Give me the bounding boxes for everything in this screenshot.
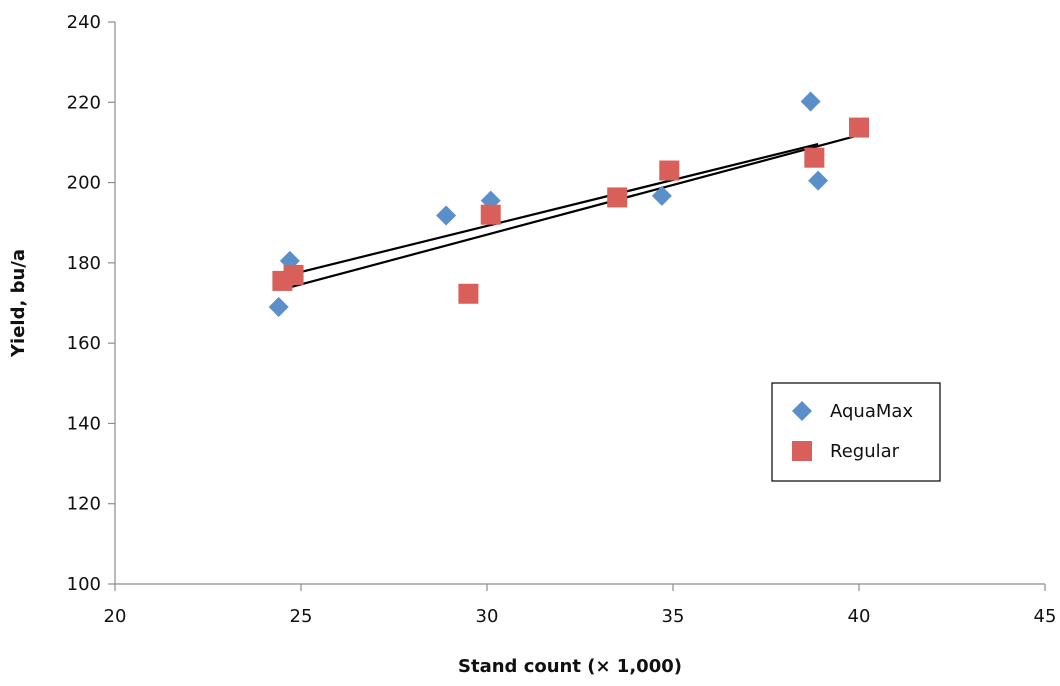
x-tick-label: 20: [104, 606, 127, 627]
legend-regular-marker: [792, 441, 812, 461]
trendlines: [282, 134, 860, 291]
legend-box: [771, 382, 941, 482]
x-axis-title: Stand count (× 1,000): [458, 656, 682, 677]
legend-aquamax-marker: [792, 401, 812, 421]
x-tick-label: 35: [662, 606, 685, 627]
aquamax-point: [436, 205, 457, 226]
regular-point: [458, 283, 479, 304]
y-tick-label: 100: [67, 574, 101, 595]
regular-point: [480, 204, 501, 225]
regular-point: [607, 187, 628, 208]
aquamax-point: [268, 297, 289, 318]
y-tick-label: 240: [67, 12, 101, 33]
regular-point: [283, 264, 304, 285]
y-tick-label: 220: [67, 92, 101, 113]
y-tick-label: 200: [67, 173, 101, 194]
aquamax-trendline: [282, 142, 819, 278]
regular-point: [659, 160, 680, 181]
x-tick-label: 30: [476, 606, 499, 627]
y-tick-label: 140: [67, 413, 101, 434]
aquamax-point: [808, 170, 829, 191]
legend-regular-label: Regular: [830, 441, 900, 462]
y-axis-title: Yield, bu/a: [8, 249, 29, 358]
axes: [114, 22, 1045, 585]
regular-point: [849, 117, 869, 138]
data-points: [268, 91, 869, 318]
aquamax-point: [651, 185, 672, 206]
aquamax-point: [800, 91, 821, 112]
x-tick-label: 40: [848, 606, 871, 627]
x-axis-ticks: 20 25 30 35 40 45: [104, 584, 1057, 627]
y-tick-label: 180: [67, 253, 101, 274]
regular-trendline: [282, 134, 860, 291]
y-tick-label: 120: [67, 494, 101, 515]
x-tick-label: 25: [290, 606, 313, 627]
regular-point: [804, 147, 825, 168]
legend-aquamax-label: AquaMax: [830, 401, 913, 422]
y-tick-label: 160: [67, 333, 101, 354]
y-axis-ticks: 100 120 140 160 180 200 220 240: [67, 12, 115, 595]
x-tick-label: 45: [1034, 606, 1057, 627]
legend: AquaMax Regular: [771, 382, 941, 482]
